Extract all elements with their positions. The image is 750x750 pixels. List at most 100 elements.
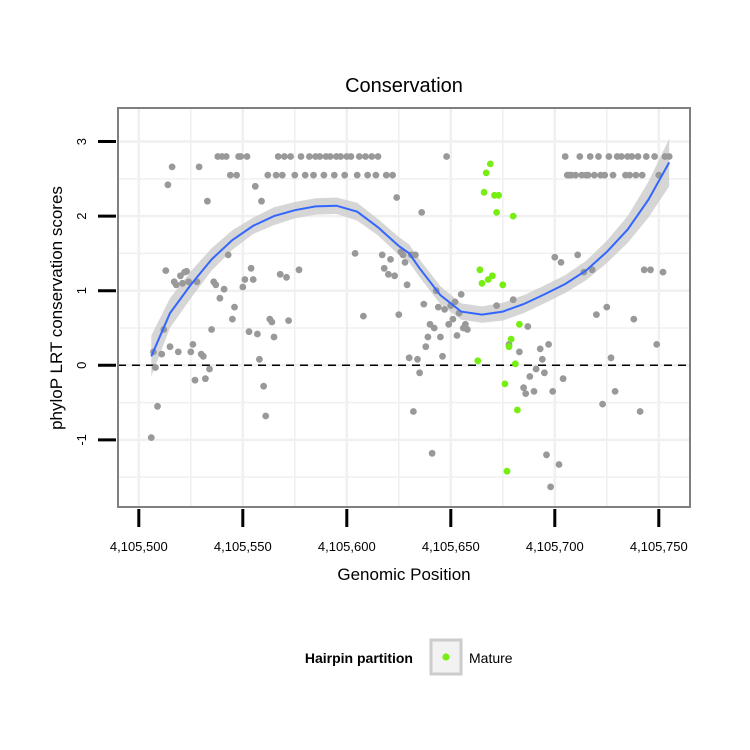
mature-data-point — [499, 281, 507, 289]
data-point — [412, 251, 419, 259]
data-point — [445, 320, 453, 328]
data-point — [457, 291, 465, 298]
x-tick-label: 4,105,600 — [318, 539, 376, 554]
panel-border — [117, 107, 691, 508]
x-tick-label: 4,105,700 — [526, 539, 584, 554]
legend-label-mature: Mature — [469, 650, 513, 666]
data-point — [183, 267, 191, 275]
data-point — [297, 153, 305, 160]
data-point — [147, 434, 155, 441]
data-point — [430, 324, 438, 332]
data-point — [561, 153, 569, 160]
data-point — [166, 343, 174, 351]
x-axis-title: Genomic Position — [337, 565, 470, 584]
data-point — [355, 153, 363, 160]
data-point — [437, 333, 444, 341]
data-point — [347, 153, 355, 160]
data-point — [237, 153, 245, 160]
data-point — [464, 326, 471, 333]
data-point — [256, 355, 263, 363]
data-point — [555, 461, 563, 468]
data-point — [428, 449, 436, 457]
y-tick-label: -1 — [74, 434, 89, 446]
data-point — [174, 348, 182, 356]
data-point — [274, 153, 282, 160]
data-point — [601, 171, 609, 179]
data-point — [434, 303, 442, 311]
data-point — [509, 296, 517, 304]
data-point — [262, 412, 270, 420]
mature-data-point — [486, 160, 494, 168]
data-point — [651, 153, 658, 160]
data-point — [640, 266, 648, 274]
data-point — [220, 285, 228, 293]
data-point — [593, 311, 600, 318]
mature-data-point — [501, 380, 509, 388]
data-point — [420, 300, 428, 308]
data-point — [588, 266, 596, 274]
data-point — [364, 171, 371, 179]
data-point — [595, 153, 602, 160]
data-point — [272, 171, 280, 179]
data-point — [630, 315, 638, 323]
data-point — [609, 171, 617, 179]
data-point — [249, 276, 257, 283]
data-point — [320, 171, 328, 179]
data-point — [401, 259, 409, 266]
mature-data-point — [505, 343, 513, 351]
data-point — [254, 330, 261, 338]
data-point — [422, 343, 430, 351]
data-point — [276, 270, 284, 278]
data-point — [551, 253, 559, 261]
data-point — [410, 408, 417, 415]
data-point — [229, 315, 236, 323]
data-point — [443, 153, 450, 160]
mature-data-point — [480, 188, 488, 196]
data-point — [439, 352, 446, 360]
data-point — [576, 153, 584, 160]
data-point — [605, 153, 613, 160]
data-point — [403, 281, 411, 289]
data-point — [353, 171, 361, 179]
data-point — [543, 451, 550, 459]
mature-data-point — [474, 357, 482, 365]
data-point — [372, 171, 380, 179]
mature-data-point — [489, 272, 496, 280]
data-point — [653, 341, 661, 348]
data-point — [538, 355, 546, 363]
data-point — [187, 348, 195, 356]
data-point — [395, 311, 403, 318]
data-point — [626, 171, 634, 179]
data-point — [162, 267, 170, 274]
data-point — [453, 332, 461, 339]
data-point — [206, 365, 213, 373]
data-point — [572, 171, 579, 179]
y-tick-label: 1 — [74, 287, 89, 294]
data-point — [634, 153, 642, 160]
data-point — [584, 171, 592, 179]
data-point — [287, 153, 294, 160]
mature-data-point — [503, 467, 511, 475]
legend: Hairpin partition Mature — [305, 638, 513, 676]
data-point — [281, 153, 288, 160]
data-point — [524, 323, 532, 330]
data-point — [642, 153, 650, 160]
data-point — [636, 408, 644, 415]
data-point — [611, 388, 619, 395]
data-point — [231, 303, 238, 311]
data-point — [451, 298, 459, 306]
data-point — [378, 251, 386, 259]
data-point — [247, 264, 255, 272]
data-point — [295, 266, 303, 274]
data-point — [545, 341, 552, 348]
data-point — [245, 328, 253, 336]
data-point — [212, 281, 220, 289]
data-point — [243, 153, 251, 160]
data-point — [638, 171, 646, 179]
data-point — [306, 153, 313, 160]
data-point — [607, 354, 615, 362]
data-point — [158, 350, 166, 358]
data-point — [522, 390, 530, 397]
data-point — [185, 278, 193, 286]
